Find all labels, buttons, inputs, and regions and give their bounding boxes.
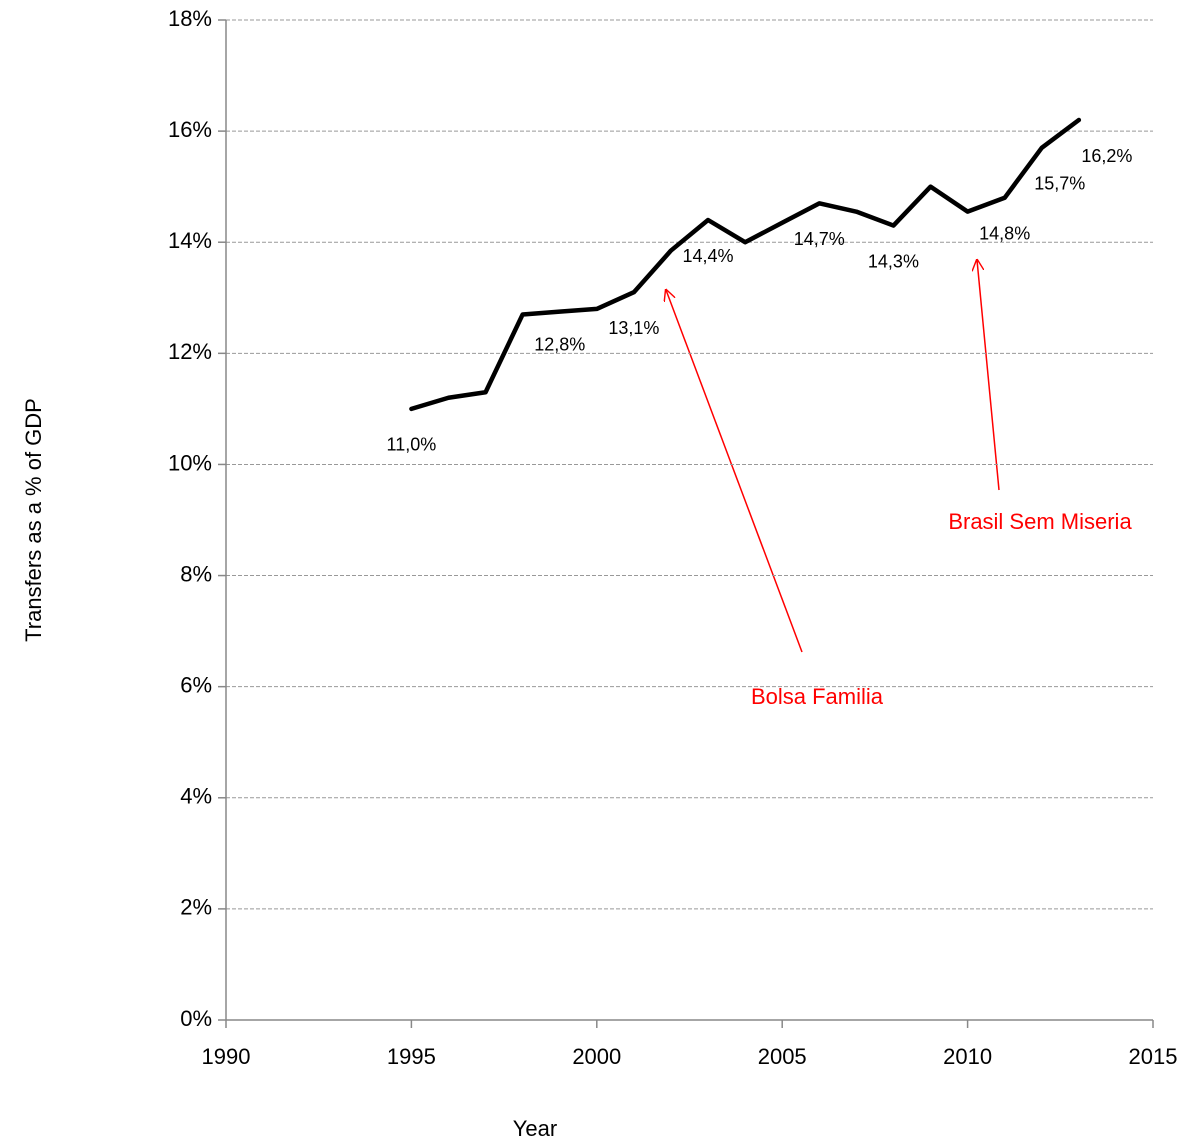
data-label: 11,0% [387,435,437,455]
y-tick-label: 0% [180,1006,212,1031]
data-label: 16,2% [1081,146,1132,166]
data-label: 15,7% [1034,174,1085,194]
data-label: 12,8% [534,335,585,355]
line [409,117,1082,412]
annotation: Bolsa Familia [751,684,884,709]
y-tick-label: 10% [168,450,212,475]
annotation: Brasil Sem Miseria [948,509,1132,534]
x-tick-label: 1990 [202,1044,251,1069]
y-tick-label: 14% [168,228,212,253]
x-tick-label: 2010 [943,1044,992,1069]
data-label: 13,1% [608,318,659,338]
x-axis-title: Year [513,1116,557,1141]
x-tick-label: 1995 [387,1044,436,1069]
y-tick-label: 6% [180,672,212,697]
data-label: 14,7% [794,229,845,249]
y-tick-label: 8% [180,561,212,586]
y-tick-label: 4% [180,784,212,809]
y-tick-label: 12% [168,339,212,364]
annotation-arrow [666,290,803,653]
annotation-arrow [977,260,1000,491]
data-label: 14,4% [683,246,734,266]
y-tick-label: 18% [168,6,212,31]
y-tick-label: 16% [168,117,212,142]
y-tick-label: 2% [180,895,212,920]
x-tick-label: 2015 [1129,1044,1178,1069]
data-label: 14,3% [868,251,919,271]
x-tick-label: 2005 [758,1044,807,1069]
x-tick-label: 2000 [572,1044,621,1069]
y-axis-title: Transfers as a % of GDP [21,398,46,642]
data-label: 14,8% [979,224,1030,244]
